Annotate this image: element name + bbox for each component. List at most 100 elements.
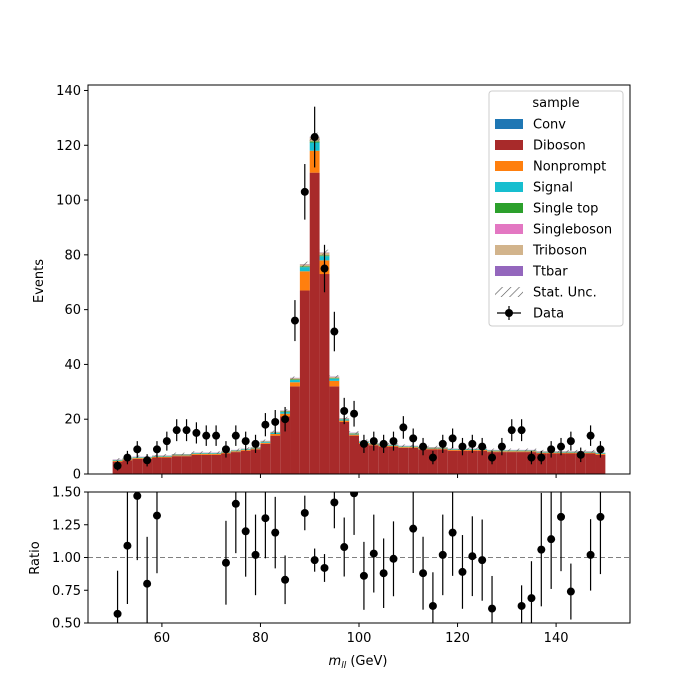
bar-signal [290,380,300,383]
data-point [143,456,152,465]
bar-diboson [181,456,192,474]
legend-item: Signal [495,181,573,196]
ratio-point [389,554,398,563]
legend-item: Nonprompt [495,160,606,175]
stat-unc-bin [201,451,212,455]
data-point [310,133,319,142]
data-point [399,423,408,432]
data-point [468,439,477,448]
y-tick-label: 120 [56,139,81,154]
data-point [281,415,290,424]
stat-unc-bin [290,376,300,380]
data-point [507,426,516,435]
legend-title: sample [532,96,579,111]
legend: sample Conv Diboson Nonprompt Signal Single … [488,90,624,327]
legend-label: Singleboson [533,223,612,238]
stat-unc-bin [585,449,596,453]
data-point [576,450,585,459]
bar-signal [299,267,310,272]
bar-diboson [290,386,300,474]
data-point [478,442,487,451]
bar-diboson [585,453,596,474]
ratio-y-axis: 0.50 0.75 1.00 1.25 1.50 [52,486,88,632]
ratio-point [152,511,161,520]
bar-nonprompt [270,434,281,436]
data-point [379,439,388,448]
stat-unc-bin [516,448,527,452]
legend-item: Singleboson [495,223,612,238]
bar-nonprompt [290,382,300,387]
data-point [497,442,506,451]
ratio-point [369,549,378,558]
bar-diboson [447,450,458,474]
bar-diboson [496,452,507,474]
bar-diboson [368,445,379,474]
bar-diboson [457,450,468,474]
data-points [113,106,605,471]
stat-unc-bin [181,452,192,456]
bar-diboson [565,453,576,474]
data-point [596,445,605,454]
bar-nonprompt [427,448,438,450]
bar-diboson [270,435,281,474]
y-tick-label: 60 [64,303,81,318]
data-point [172,426,181,435]
bar-diboson [142,458,153,474]
y-tick-label: 80 [64,248,81,263]
bar-nonprompt [299,271,310,291]
bar-diboson [280,416,291,474]
bar-nonprompt [201,454,212,455]
ratio-y-tick-label: 0.75 [52,584,81,599]
data-point [133,445,142,454]
data-point [419,442,428,451]
data-point [369,437,378,446]
data-point [458,442,467,451]
stat-unc-bin [427,445,438,449]
data-point [113,461,122,470]
bar-diboson [201,454,212,474]
ratio-point [586,550,595,559]
bar-nonprompt [585,452,596,454]
data-point [517,426,526,435]
bar-diboson [516,452,527,474]
bar-diboson [388,446,399,474]
ratio-point [527,594,536,603]
bar-diboson [152,457,162,474]
x-tick-label: 60 [154,631,171,646]
data-point [271,417,280,426]
legend-item: Triboson [495,244,587,259]
stat-unc-bin [112,458,123,461]
stat-unc-bin [171,452,182,456]
data-point [202,431,211,440]
legend-swatch [495,119,523,129]
legend-item: Data [497,306,564,322]
bar-diboson [309,172,320,474]
ratio-point [320,563,329,572]
legend-item: Diboson [495,139,586,154]
ratio-point [231,499,240,508]
stat-unc-bin [349,431,359,435]
data-point [448,434,457,443]
ratio-point [517,601,526,610]
ratio-y-axis-label: Ratio [28,541,43,574]
data-point [212,431,221,440]
ratio-y-tick-label: 1.25 [52,518,81,533]
bar-diboson [575,453,586,474]
bar-nonprompt [161,456,172,458]
bar-single-top [299,266,310,268]
stat-unc-bin [329,375,340,378]
ratio-point [300,508,309,517]
legend-swatch [495,266,523,276]
stat-unc-bin [506,448,517,452]
data-point [320,264,329,273]
data-point [241,437,250,446]
data-point [527,453,536,462]
bar-nonprompt [506,451,517,453]
legend-label: Ttbar [532,265,568,280]
legend-data-marker [505,309,513,317]
ratio-point [468,552,477,561]
ratio-points [113,492,605,623]
ratio-point [241,527,250,536]
bar-diboson [378,446,389,474]
bar-diboson [260,443,271,474]
